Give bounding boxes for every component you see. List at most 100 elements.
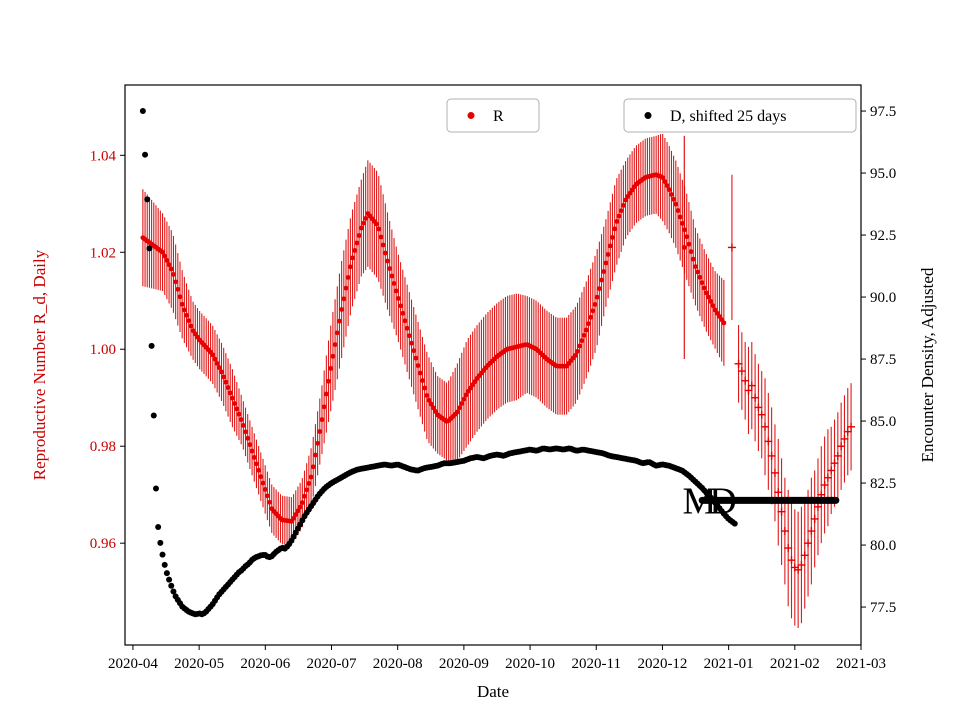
R-data-point [686, 241, 692, 247]
R-data-point [389, 273, 395, 279]
D-data-point [161, 561, 168, 568]
D-data-point [168, 582, 175, 589]
R-data-point [347, 264, 353, 270]
R-data-point [409, 340, 414, 346]
y-left-tick-label: 1.00 [90, 342, 116, 358]
R-data-point [328, 366, 334, 371]
legend-R: R [446, 98, 540, 133]
R-data-point [605, 252, 611, 257]
R-data-point [339, 307, 345, 312]
R-data-point [684, 234, 690, 240]
y-left-tick-label: 1.04 [90, 148, 117, 164]
R-data-point [361, 220, 366, 226]
D-data-point [144, 196, 151, 203]
R-data-point [291, 515, 296, 521]
R-data-point [428, 401, 434, 407]
R-data-point [590, 308, 596, 314]
D-data-point [148, 342, 155, 349]
R-data-point [267, 499, 272, 505]
R-data-point [457, 405, 462, 411]
R-data-point [662, 179, 668, 185]
R-data-point [588, 314, 594, 320]
R-data-point [240, 423, 246, 428]
R-data-point [179, 301, 185, 307]
R-data-point [660, 175, 666, 181]
R-data-point [330, 353, 336, 359]
R-data-point [583, 327, 589, 333]
D-data-point [146, 245, 153, 252]
R-data-point [406, 333, 412, 339]
y-right-tick-label: 82.5 [870, 476, 896, 492]
R-data-point [592, 302, 598, 307]
R-data-point [376, 226, 382, 232]
D-data-point [139, 108, 146, 115]
legend-R-frame [446, 98, 540, 133]
y-right-tick-label: 87.5 [870, 352, 896, 368]
R-data-point [212, 356, 218, 362]
legend-D-marker [644, 112, 652, 119]
D-data-point [159, 551, 166, 558]
R-data-point [323, 391, 329, 397]
R-data-point [356, 233, 362, 238]
R-data-point [430, 405, 436, 411]
R-data-point [572, 352, 578, 358]
R-data-point [620, 203, 626, 208]
R-data-point [262, 487, 268, 492]
R-data-point [326, 378, 331, 384]
R-data-point [411, 348, 417, 354]
R-data-point [341, 296, 347, 302]
R-data-point [422, 385, 428, 391]
R-data-point [258, 474, 264, 480]
R-data-point [221, 374, 227, 380]
R-data-point [173, 279, 179, 285]
R-data-point [245, 435, 251, 441]
x-tick-label: 2020-08 [373, 656, 423, 672]
R-data-point [350, 255, 355, 261]
x-tick-label: 2020-12 [637, 656, 687, 672]
R-data-point [214, 361, 220, 366]
R-data-point [234, 406, 240, 412]
R-data-point [177, 294, 183, 300]
R-data-point [337, 318, 342, 324]
y-right-tick-label: 80.0 [870, 538, 896, 554]
R-data-point [334, 330, 340, 336]
y-left-tick-label: 0.96 [90, 536, 117, 552]
series-R [140, 133, 856, 629]
R-data-point [186, 318, 192, 324]
R-data-point [420, 378, 425, 383]
R-data-point [454, 409, 460, 415]
R-data-point [216, 365, 222, 371]
y-axis-left: 0.96 0.98 1.00 1.02 1.04 Reproductive Number … [30, 148, 125, 552]
R-data-point [415, 363, 421, 368]
y-left-tick-label: 1.02 [90, 245, 116, 261]
R-data-point [382, 250, 388, 256]
R-data-point [352, 248, 358, 253]
R-data-point [321, 404, 327, 410]
R-data-point [677, 214, 683, 220]
series-D [139, 108, 840, 618]
R-data-point [398, 303, 404, 309]
R-data-point [247, 442, 253, 448]
R-data-point [295, 508, 301, 514]
D-data-point [163, 570, 170, 577]
R-data-point [664, 183, 670, 189]
R-data-point [596, 286, 602, 292]
R-data-point [607, 243, 613, 249]
y-axis-right-label: Encounter Density, Adjusted [918, 267, 937, 462]
R-data-point [669, 192, 674, 197]
x-tick-label: 2020-07 [307, 656, 357, 672]
x-tick-label: 2020-11 [572, 656, 621, 672]
R-data-point [310, 464, 316, 470]
R-data-point [227, 390, 233, 396]
R-outlier-point [681, 245, 687, 250]
R-data-point [614, 219, 620, 224]
y-right-tick-label: 97.5 [870, 104, 896, 120]
R-data-point [297, 504, 303, 510]
x-tick-label: 2021-03 [836, 656, 886, 672]
R-data-point [181, 307, 187, 313]
R-data-point [232, 401, 238, 406]
x-tick-label: 2020-05 [174, 656, 224, 672]
legend-D: D, shifted 25 days [623, 98, 857, 133]
R-data-point [393, 288, 399, 294]
